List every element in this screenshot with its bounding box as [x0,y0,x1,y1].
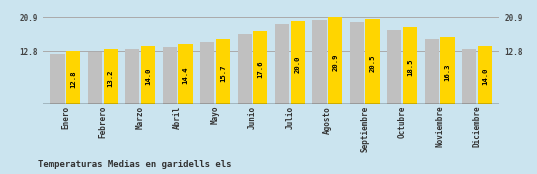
Bar [237,34,252,104]
Bar [291,21,305,104]
Text: 14.0: 14.0 [145,68,151,85]
Text: 13.2: 13.2 [108,69,114,87]
Bar [88,52,102,104]
Bar [163,47,177,104]
Bar [328,17,342,104]
Bar [66,51,81,104]
Bar [216,39,230,104]
Text: 17.6: 17.6 [257,61,263,78]
Bar [178,45,193,104]
Text: 12.8: 12.8 [70,70,76,88]
Text: 20.0: 20.0 [295,56,301,73]
Bar [425,39,439,104]
Bar [141,46,155,104]
Text: 15.7: 15.7 [220,64,226,82]
Text: 18.5: 18.5 [407,59,413,76]
Bar [350,22,364,104]
Bar [366,19,380,104]
Text: 14.4: 14.4 [183,67,188,84]
Bar [462,49,476,104]
Text: 14.0: 14.0 [482,68,488,85]
Bar [200,42,214,104]
Bar [313,20,326,104]
Bar [50,54,64,104]
Bar [440,37,454,104]
Bar [403,27,417,104]
Text: 20.5: 20.5 [369,55,375,72]
Text: 16.3: 16.3 [445,63,451,81]
Bar [478,46,492,104]
Bar [104,49,118,104]
Bar [253,31,267,104]
Bar [275,24,289,104]
Bar [387,30,401,104]
Text: 20.9: 20.9 [332,54,338,71]
Bar [125,49,140,104]
Text: Temperaturas Medias en garidells els: Temperaturas Medias en garidells els [38,160,231,169]
